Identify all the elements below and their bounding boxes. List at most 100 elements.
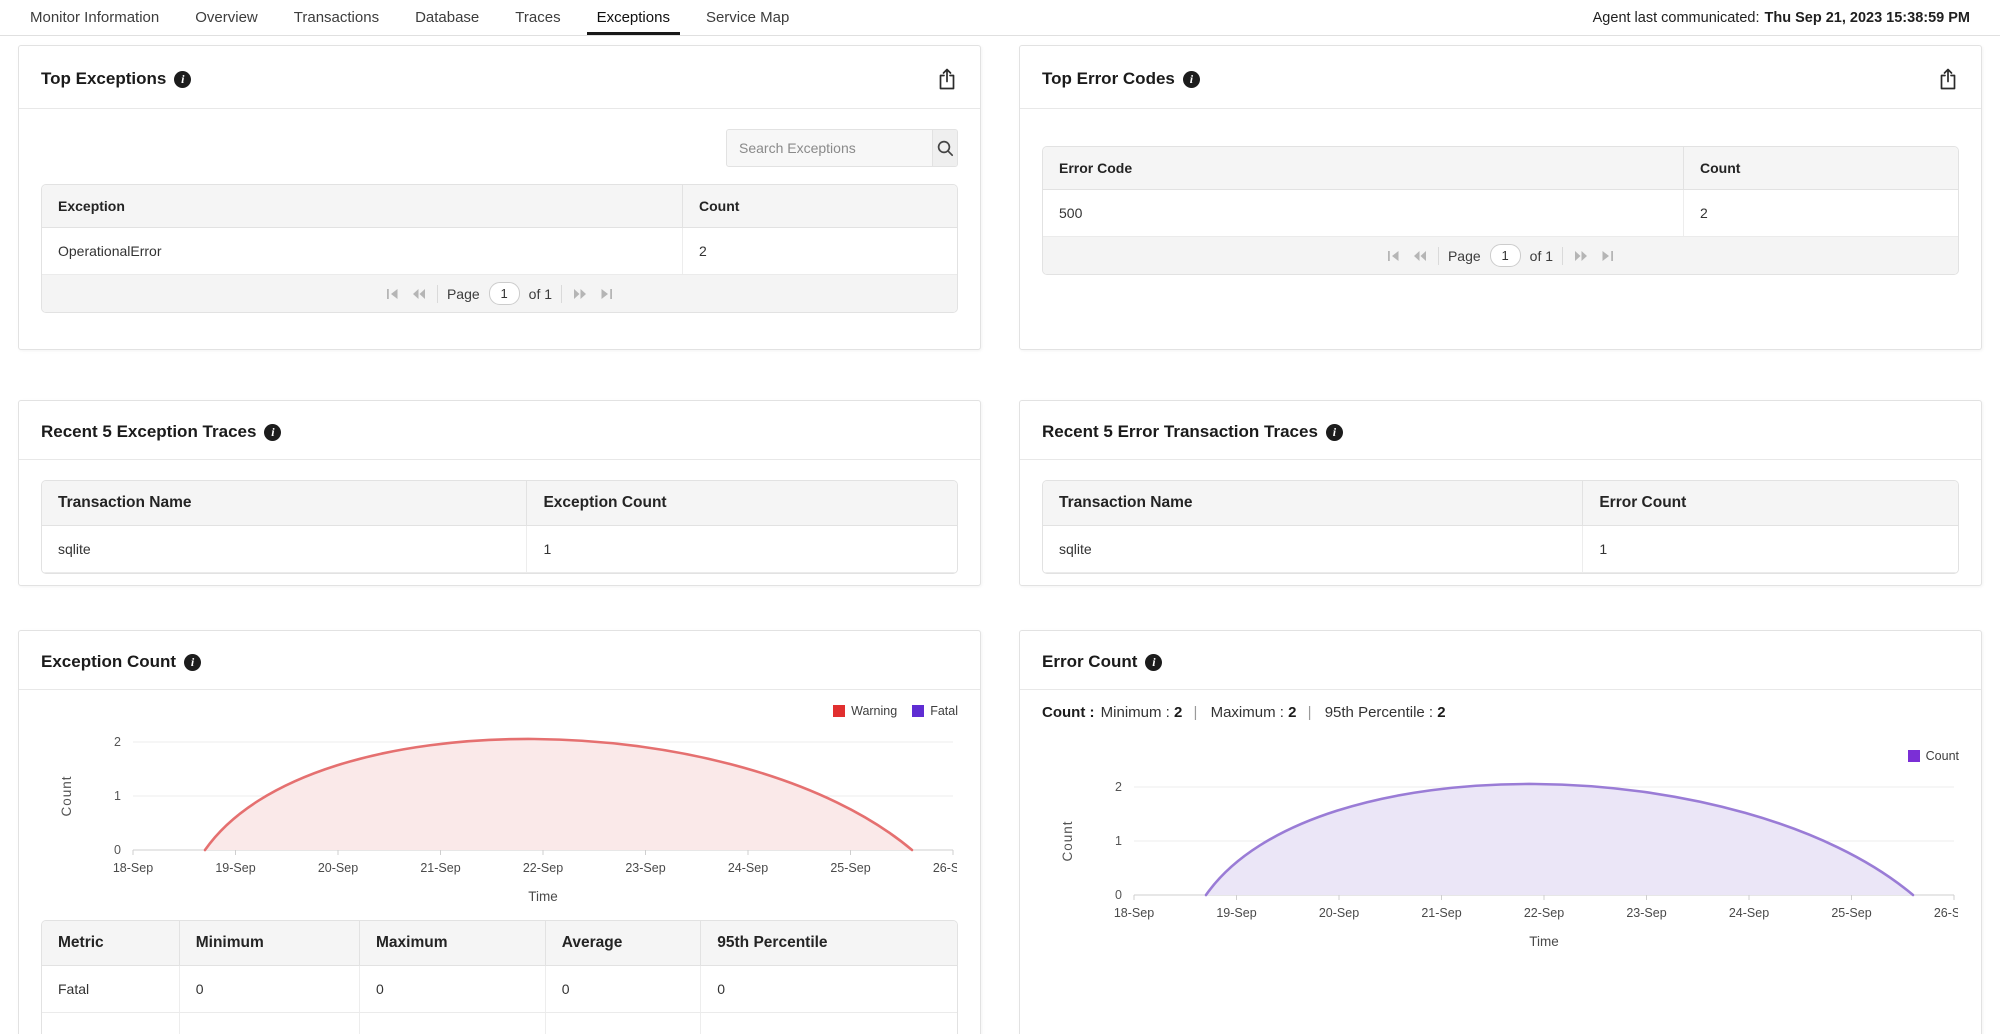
info-icon[interactable]: i — [264, 423, 282, 441]
prev-page-icon — [1413, 250, 1426, 261]
table-header-row: Exception Count — [42, 185, 957, 228]
y-axis-label: Count — [1060, 820, 1075, 861]
table-row[interactable]: sqlite 1 — [1043, 525, 1958, 573]
svg-text:1: 1 — [114, 789, 121, 803]
svg-text:18-Sep: 18-Sep — [1114, 906, 1154, 920]
search-box — [726, 129, 958, 167]
share-icon — [939, 68, 955, 90]
exception-count-chart: 2 1 0 Count 18-Sep 19-Sep 20-Sep 21-Sep … — [59, 735, 957, 904]
svg-text:21-Sep: 21-Sep — [420, 861, 460, 875]
agent-last-communicated: Agent last communicated: Thu Sep 21, 202… — [1593, 0, 1970, 35]
first-page-icon — [1387, 250, 1399, 261]
table-header-row: Error Code Count — [1043, 147, 1958, 190]
card-header: Recent 5 Exception Traces i — [19, 401, 980, 460]
last-page-icon — [1602, 250, 1614, 261]
svg-text:20-Sep: 20-Sep — [318, 861, 358, 875]
card-title: Error Count — [1042, 652, 1138, 671]
svg-text:25-Sep: 25-Sep — [1831, 906, 1871, 920]
pagination-prev-button[interactable] — [410, 288, 428, 300]
chart-legend: Warning Fatal — [41, 702, 958, 720]
top-error-codes-table: Error Code Count 500 2 — [1042, 146, 1959, 275]
tab-service-map[interactable]: Service Map — [705, 9, 790, 26]
stats-max-label: Maximum : — [1210, 704, 1284, 721]
pagination-bar: Page of 1 — [1043, 237, 1958, 274]
svg-text:18-Sep: 18-Sep — [113, 861, 153, 875]
recent-error-traces-card: Recent 5 Error Transaction Traces i Tran… — [1019, 400, 1982, 586]
pagination-separator — [436, 284, 438, 303]
pagination-next-button[interactable] — [571, 288, 589, 300]
warning-swatch-icon — [833, 705, 846, 717]
tab-monitor-information[interactable]: Monitor Information — [30, 9, 160, 26]
page-of-label: of 1 — [1529, 247, 1554, 264]
info-icon[interactable]: i — [1145, 653, 1163, 671]
next-page-icon — [574, 288, 587, 299]
table-row[interactable]: sqlite 1 — [42, 525, 957, 573]
pagination-prev-button[interactable] — [1411, 250, 1429, 262]
info-icon[interactable]: i — [174, 70, 192, 88]
page-input[interactable] — [1489, 244, 1521, 267]
pagination-first-button[interactable] — [1385, 250, 1402, 262]
metric-cell: Fatal — [42, 965, 180, 1013]
stats-max-value: 2 — [1288, 704, 1297, 721]
column-header-exception: Exception — [42, 185, 683, 228]
column-header-metric: Metric — [42, 921, 180, 966]
tab-database[interactable]: Database — [415, 9, 480, 26]
page-input[interactable] — [488, 282, 520, 305]
card-header: Error Count i — [1020, 631, 1981, 690]
column-header-count: Count — [682, 185, 957, 228]
info-icon[interactable]: i — [1325, 423, 1343, 441]
legend-count[interactable]: Count — [1907, 749, 1959, 763]
count-swatch-icon — [1907, 750, 1920, 762]
table-row: Fatal 0 0 0 0 — [42, 965, 957, 1013]
tab-traces[interactable]: Traces — [515, 9, 561, 26]
table-row[interactable]: 500 2 — [1043, 189, 1958, 237]
tab-exceptions[interactable]: Exceptions — [586, 0, 681, 35]
column-header-average: Average — [544, 921, 701, 966]
export-button[interactable] — [936, 67, 958, 91]
top-exceptions-table: Exception Count OperationalError 2 — [41, 184, 958, 313]
card-title: Recent 5 Exception Traces — [41, 422, 257, 441]
count-stats-line: Count : Minimum : 2 | Maximum : 2 | 95th… — [1042, 690, 1959, 721]
search-icon — [937, 140, 954, 157]
svg-text:25-Sep: 25-Sep — [830, 861, 870, 875]
search-input[interactable] — [727, 130, 932, 166]
recent-exception-traces-table: Transaction Name Exception Count sqlite … — [41, 480, 958, 574]
card-title: Top Error Codes — [1042, 69, 1175, 88]
svg-text:21-Sep: 21-Sep — [1421, 906, 1461, 920]
card-title: Top Exceptions — [41, 69, 167, 88]
pagination-bar: Page of 1 — [42, 275, 957, 312]
table-header-row: Transaction Name Error Count — [1043, 481, 1958, 526]
svg-text:26-Sep: 26-Sep — [933, 861, 957, 875]
average-cell: 0 — [544, 965, 701, 1013]
legend-fatal[interactable]: Fatal — [912, 704, 958, 718]
pagination-last-button[interactable] — [1599, 250, 1616, 262]
top-error-codes-card: Top Error Codes i Error Code Count — [1019, 45, 1982, 350]
pagination-last-button[interactable] — [598, 288, 615, 300]
svg-text:0: 0 — [114, 843, 121, 857]
info-icon[interactable]: i — [184, 653, 202, 671]
card-body: Count : Minimum : 2 | Maximum : 2 | 95th… — [1020, 690, 1981, 979]
stats-separator: | — [1193, 704, 1198, 721]
search-button[interactable] — [932, 130, 957, 166]
info-icon[interactable]: i — [1182, 70, 1200, 88]
transaction-name-cell: sqlite — [42, 525, 527, 573]
svg-text:20-Sep: 20-Sep — [1319, 906, 1359, 920]
transaction-name-cell: sqlite — [1043, 525, 1583, 573]
top-exceptions-card: Top Exceptions i — [18, 45, 981, 350]
legend-warning[interactable]: Warning — [833, 704, 897, 718]
pagination-first-button[interactable] — [384, 288, 401, 300]
tab-transactions[interactable]: Transactions — [293, 9, 380, 26]
pagination-next-button[interactable] — [1572, 250, 1590, 262]
legend-label: Warning — [851, 704, 898, 718]
exception-name-cell: OperationalError — [42, 227, 683, 275]
export-button[interactable] — [1937, 67, 1959, 91]
svg-text:1: 1 — [1115, 834, 1122, 848]
y-axis-label: Count — [59, 775, 74, 816]
stats-separator: | — [1307, 704, 1312, 721]
tab-overview[interactable]: Overview — [195, 9, 258, 26]
agent-label: Agent last communicated: — [1592, 9, 1760, 26]
table-row[interactable]: OperationalError 2 — [42, 227, 957, 275]
svg-text:22-Sep: 22-Sep — [523, 861, 563, 875]
svg-text:2: 2 — [114, 735, 121, 749]
card-title: Exception Count — [41, 652, 177, 671]
